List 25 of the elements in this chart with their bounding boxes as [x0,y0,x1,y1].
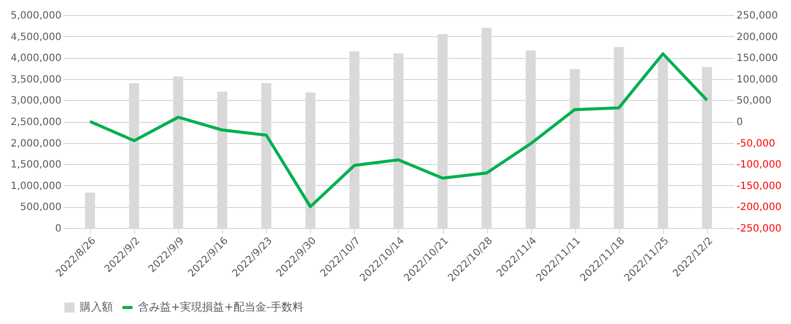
line-series [88,52,708,208]
y-tick-label: 1,000,000 [10,180,62,192]
legend-label: 購入額 [80,300,113,314]
y2-tick-label: -200,000 [736,202,782,214]
y-tick-label: 2,500,000 [10,117,62,128]
y-tick-label: 2,000,000 [10,138,62,150]
y2-tick-label: 0 [736,117,743,128]
y2-tick-label: -100,000 [736,160,782,171]
legend-label: 含み益+実現損益+配当金-手数料 [138,300,304,314]
y2-tick-label: 100,000 [736,74,778,86]
y-tick-label: 3,500,000 [10,74,62,86]
y2-tick-label: 200,000 [736,32,778,43]
y2-tick-label: -50,000 [736,138,776,150]
y-tick-label: 3,000,000 [10,96,62,107]
y-tick-label: 5,000,000 [10,10,62,22]
y2-tick-label: -150,000 [736,180,782,192]
y-tick-label: 500,000 [20,202,62,214]
y2-tick-label: 250,000 [736,10,778,22]
y-tick-label: 1,500,000 [10,160,62,171]
y-tick-label: 4,000,000 [10,53,62,64]
y2-tick-label: 150,000 [736,53,778,64]
y-tick-label: 0 [55,224,62,234]
y-tick-label: 4,500,000 [10,32,62,43]
y2-tick-label: -250,000 [736,224,782,234]
y2-tick-label: 50,000 [736,96,772,107]
